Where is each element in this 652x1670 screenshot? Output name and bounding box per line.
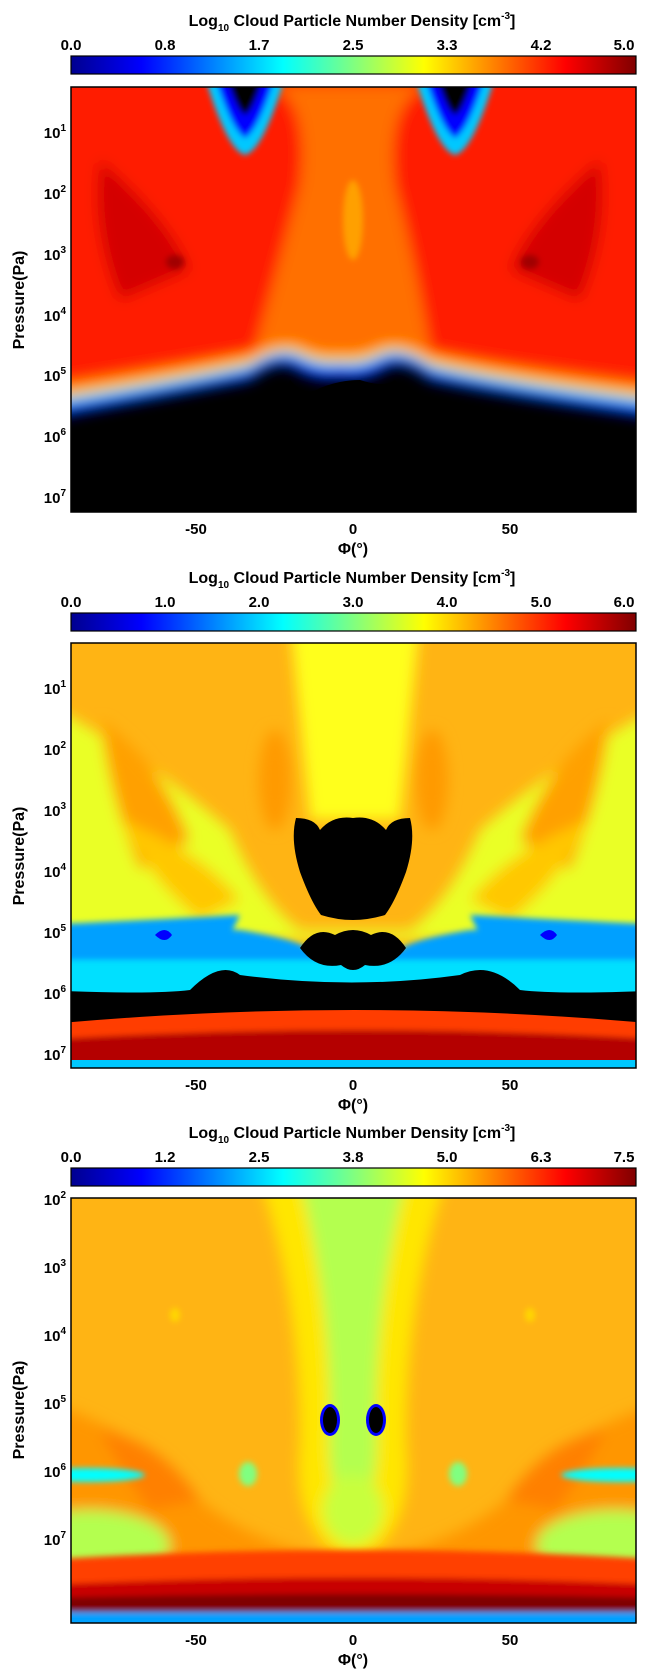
y-tick-label: 107 — [44, 1045, 67, 1064]
colorbar-2-tick-label: 6.0 — [614, 594, 635, 611]
colorbar-3-tick-label: 0.0 — [61, 1149, 82, 1166]
colorbar-2-title: Log10 Cloud Particle Number Density [cm-… — [189, 568, 516, 591]
x-axis-label-3: Φ(°) — [338, 1652, 368, 1669]
y-tick-label: 103 — [44, 1258, 67, 1277]
x-tick-label: 50 — [502, 521, 519, 538]
colorbar-1-tick-label: 0.8 — [155, 37, 176, 54]
x-tick-label: -50 — [185, 521, 207, 538]
x-tick-label: 50 — [502, 1632, 519, 1649]
x-tick-label: 0 — [349, 521, 357, 538]
colorbar-2-tick-label: 1.0 — [155, 594, 176, 611]
y-tick-label: 101 — [44, 679, 67, 698]
y-tick-label: 103 — [44, 801, 67, 820]
heatmap-2 — [71, 643, 636, 1068]
x-ticks-3: -50 0 50 — [185, 1632, 518, 1649]
colorbar-3-tick-labels: 0.0 1.2 2.5 3.8 5.0 6.3 7.5 — [61, 1149, 635, 1166]
y-tick-label: 104 — [44, 1326, 67, 1345]
colorbar-2 — [70, 612, 637, 632]
y-axis-label-1: Pressure(Pa) — [11, 251, 28, 350]
colorbar-3-tick-label: 7.5 — [614, 1149, 635, 1166]
colorbar-2-tick-label: 0.0 — [61, 594, 82, 611]
y-tick-label: 104 — [44, 306, 67, 325]
x-tick-label: 50 — [502, 1077, 519, 1094]
colorbar-1-tick-labels: 0.0 0.8 1.7 2.5 3.3 4.2 5.0 — [61, 37, 635, 54]
colorbar-3-tick-label: 2.5 — [249, 1149, 270, 1166]
heatmap-3 — [71, 1198, 636, 1623]
colorbar-2-tick-label: 3.0 — [343, 594, 364, 611]
colorbar-3-tick-label: 1.2 — [155, 1149, 176, 1166]
y-ticks-2: 101 102 103 104 105 106 107 — [44, 679, 67, 1064]
y-tick-label: 105 — [44, 923, 67, 942]
colorbar-3-tick-label: 5.0 — [437, 1149, 458, 1166]
y-ticks-3: 102 103 104 105 106 107 — [44, 1190, 67, 1549]
x-tick-label: 0 — [349, 1632, 357, 1649]
heatmap-1 — [71, 87, 636, 512]
x-tick-label: 0 — [349, 1077, 357, 1094]
colorbar-1-tick-label: 4.2 — [531, 37, 552, 54]
colorbar-3-title: Log10 Cloud Particle Number Density [cm-… — [189, 1123, 516, 1146]
y-tick-label: 102 — [44, 184, 67, 203]
colorbar-2-tick-label: 4.0 — [437, 594, 458, 611]
colorbar-1-tick-label: 0.0 — [61, 37, 82, 54]
colorbar-3-tick-label: 6.3 — [531, 1149, 552, 1166]
colorbar-1-tick-label: 1.7 — [249, 37, 270, 54]
plot-area-3 — [70, 1197, 637, 1624]
colorbar-2-tick-labels: 0.0 1.0 2.0 3.0 4.0 5.0 6.0 — [61, 594, 635, 611]
y-tick-label: 105 — [44, 1394, 67, 1413]
y-tick-label: 101 — [44, 123, 67, 142]
y-tick-label: 106 — [44, 984, 67, 1003]
colorbar-1-tick-label: 2.5 — [343, 37, 364, 54]
y-tick-label: 104 — [44, 862, 67, 881]
colorbar-3 — [70, 1167, 637, 1187]
plot-area-2 — [70, 642, 637, 1069]
y-tick-label: 106 — [44, 427, 67, 446]
x-ticks-1: -50 0 50 — [185, 521, 518, 538]
y-axis-label-2: Pressure(Pa) — [11, 807, 28, 906]
colorbar-2-tick-label: 5.0 — [531, 594, 552, 611]
y-tick-label: 106 — [44, 1462, 67, 1481]
y-tick-label: 102 — [44, 740, 67, 759]
y-tick-label: 105 — [44, 366, 67, 385]
y-ticks-1: 101 102 103 104 105 106 107 — [44, 123, 67, 507]
x-ticks-2: -50 0 50 — [185, 1077, 518, 1094]
colorbar-1-tick-label: 3.3 — [437, 37, 458, 54]
x-axis-label-2: Φ(°) — [338, 1097, 368, 1114]
plot-area-1 — [70, 86, 637, 513]
panel-3: Log10 Cloud Particle Number Density [cm-… — [11, 1123, 637, 1669]
y-tick-label: 107 — [44, 1530, 67, 1549]
x-tick-label: -50 — [185, 1077, 207, 1094]
panel-1: Log10 Cloud Particle Number Density [cm-… — [11, 11, 637, 558]
colorbar-1 — [70, 55, 637, 75]
panel-2: Log10 Cloud Particle Number Density [cm-… — [11, 568, 637, 1114]
y-tick-label: 103 — [44, 245, 67, 264]
colorbar-3-tick-label: 3.8 — [343, 1149, 364, 1166]
y-tick-label: 107 — [44, 488, 67, 507]
colorbar-1-title: Log10 Cloud Particle Number Density [cm-… — [189, 11, 516, 34]
colorbar-1-tick-label: 5.0 — [614, 37, 635, 54]
x-tick-label: -50 — [185, 1632, 207, 1649]
y-axis-label-3: Pressure(Pa) — [11, 1361, 28, 1460]
colorbar-2-tick-label: 2.0 — [249, 594, 270, 611]
y-tick-label: 102 — [44, 1190, 67, 1209]
x-axis-label-1: Φ(°) — [338, 541, 368, 558]
